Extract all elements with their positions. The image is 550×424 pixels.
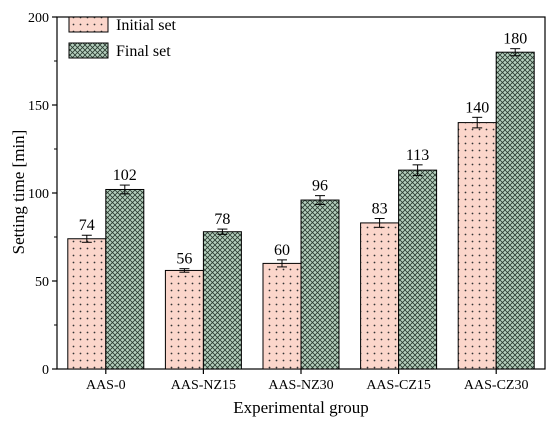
bar-final-set [105, 188, 145, 370]
x-tick-label: AAS-0 [86, 378, 126, 393]
data-label: 96 [312, 178, 328, 195]
bar-final-set [202, 231, 242, 370]
data-label: 74 [79, 217, 95, 234]
x-tick-label: AAS-NZ30 [268, 378, 333, 393]
bar-final-set [398, 169, 438, 370]
bar-final-set [300, 199, 340, 370]
x-axis-title: Experimental group [233, 398, 369, 417]
data-label: 83 [372, 201, 388, 218]
data-label: 56 [176, 251, 192, 268]
bar-final-set [495, 51, 535, 370]
y-tick-label: 0 [42, 363, 49, 378]
x-tick-label: AAS-NZ15 [171, 378, 236, 393]
bar-initial-set [262, 262, 302, 370]
data-label: 102 [113, 167, 137, 184]
bar-initial-set [360, 222, 400, 370]
bar-initial-set [457, 122, 497, 370]
legend-swatch-final-set [68, 42, 109, 59]
legend-swatch-initial-set [68, 16, 109, 33]
data-label: 113 [406, 147, 429, 164]
data-label: 180 [503, 31, 527, 48]
x-tick-label: AAS-CZ15 [366, 378, 431, 393]
y-tick-label: 150 [28, 99, 49, 114]
y-axis-title: Setting time [min] [9, 130, 28, 255]
bar-initial-set [164, 269, 204, 370]
x-tick-label: AAS-CZ30 [464, 378, 529, 393]
data-label: 60 [274, 242, 290, 259]
legend-label-initial-set: Initial set [116, 17, 177, 34]
y-tick-label: 50 [35, 275, 49, 290]
bar-initial-set [67, 238, 107, 370]
y-tick-label: 100 [28, 187, 49, 202]
y-tick-label: 200 [28, 11, 49, 26]
legend-label-final-set: Final set [116, 43, 171, 60]
legend: Initial set Final set [68, 16, 177, 60]
data-label: 140 [465, 99, 489, 116]
data-label: 78 [214, 211, 230, 228]
